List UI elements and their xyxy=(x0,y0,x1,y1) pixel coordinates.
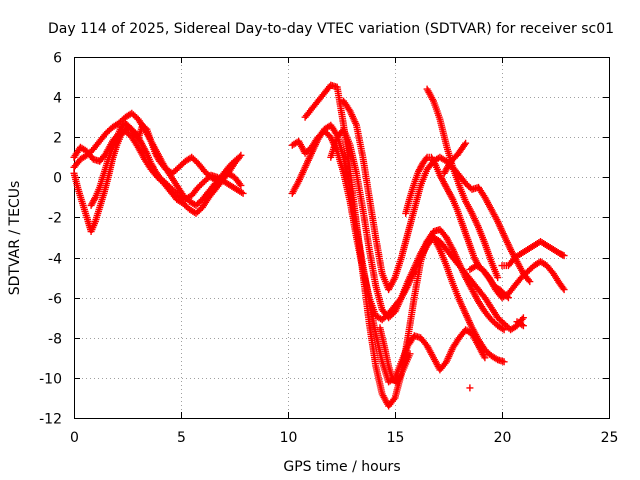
series-track-13 xyxy=(466,258,568,302)
series-track-6 xyxy=(288,121,489,386)
y-axis-label: SDTVAR / TECUs xyxy=(7,181,23,296)
y-tick-label: 4 xyxy=(53,91,62,107)
series-track-12 xyxy=(440,139,470,177)
y-tick-label: -10 xyxy=(39,372,62,388)
y-tick-label: -2 xyxy=(48,211,62,227)
data-markers xyxy=(327,125,508,334)
series-track-4 xyxy=(87,119,241,209)
y-tick-label: -6 xyxy=(48,292,62,308)
plot-frame xyxy=(74,57,610,419)
series-track-16 xyxy=(466,318,527,392)
data-markers xyxy=(301,81,508,410)
y-tick-label: -12 xyxy=(39,412,62,428)
y-tick-label: 0 xyxy=(53,171,62,187)
x-tick-label: 10 xyxy=(280,430,298,446)
series-track-9 xyxy=(340,97,534,294)
x-tick-labels: 0 5 10 15 20 25 xyxy=(70,430,618,446)
series-track-8 xyxy=(327,125,508,334)
data-markers xyxy=(466,318,527,392)
x-tick-label: 15 xyxy=(387,430,405,446)
y-tick-labels: -12 -10 -8 -6 -4 -2 0 2 4 6 xyxy=(39,51,62,428)
data-markers xyxy=(376,324,414,386)
series-track-7 xyxy=(301,81,508,410)
x-tick-label: 25 xyxy=(601,430,619,446)
x-tick-label: 5 xyxy=(177,430,186,446)
y-tick-label: 6 xyxy=(53,51,62,67)
x-tick-label: 0 xyxy=(70,430,79,446)
data-markers xyxy=(498,238,568,270)
chart-title: Day 114 of 2025, Sidereal Day-to-day VTE… xyxy=(48,21,614,37)
data-markers xyxy=(423,85,502,282)
y-tick-label: 2 xyxy=(53,131,62,147)
series-track-11 xyxy=(423,85,502,282)
series-track-15 xyxy=(376,324,414,386)
data-markers xyxy=(440,139,470,177)
data-markers xyxy=(288,121,489,386)
series-track-14 xyxy=(498,238,568,270)
x-axis-label: GPS time / hours xyxy=(283,459,400,475)
data-points xyxy=(70,81,568,410)
data-markers xyxy=(87,119,241,209)
data-markers xyxy=(340,97,534,294)
y-tick-label: -4 xyxy=(48,252,62,268)
x-tick-label: 20 xyxy=(494,430,512,446)
y-tick-label: -8 xyxy=(48,332,62,348)
data-markers xyxy=(466,258,568,302)
